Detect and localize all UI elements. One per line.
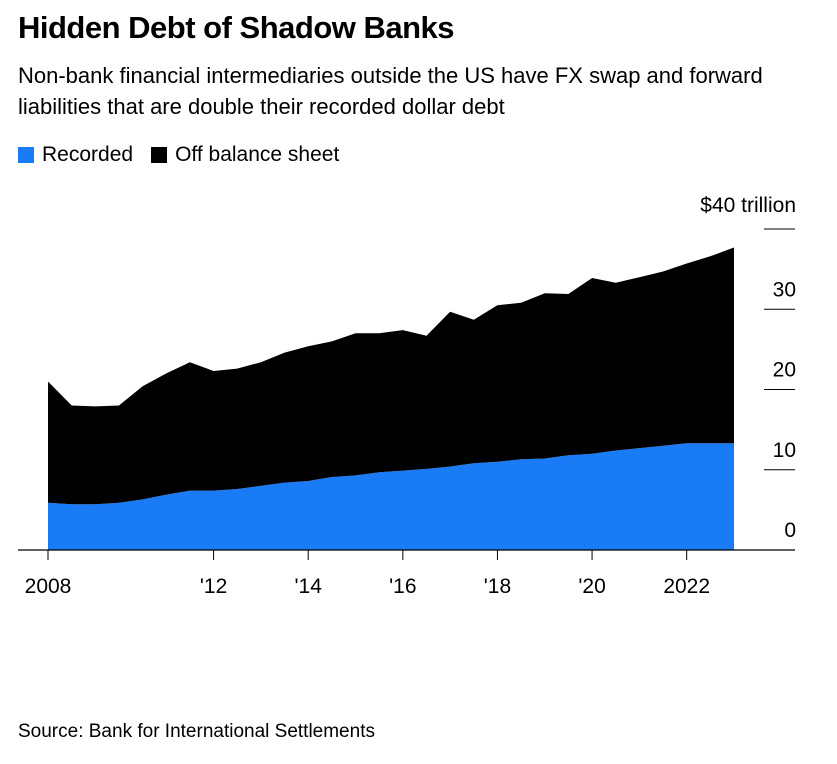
chart-subtitle: Non-bank financial intermediaries outsid… bbox=[18, 63, 763, 119]
y-tick-label: 20 bbox=[773, 359, 796, 382]
y-axis-unit-prefix: $ bbox=[700, 194, 712, 217]
legend-swatch-off-balance-sheet bbox=[151, 147, 168, 163]
legend-label-off-balance-sheet: Off balance sheet bbox=[175, 143, 340, 166]
y-tick-label: 30 bbox=[773, 278, 796, 301]
area-off-balance-sheet bbox=[48, 247, 734, 505]
chart-areas bbox=[48, 247, 734, 550]
x-axis: 2008 '12 '14 '16 '18 '20 2022 bbox=[18, 549, 795, 598]
x-tick-label: '16 bbox=[389, 575, 416, 598]
y-axis-top-label: $40 trillion bbox=[700, 194, 796, 217]
legend-item-recorded: Recorded bbox=[18, 143, 133, 167]
x-tick-label: '14 bbox=[295, 575, 323, 598]
area-recorded bbox=[48, 443, 734, 550]
x-tick-label: '20 bbox=[578, 575, 605, 598]
y-tick-label: 0 bbox=[784, 519, 796, 542]
x-tick-label: '12 bbox=[200, 575, 227, 598]
chart-title: Hidden Debt of Shadow Banks bbox=[18, 10, 455, 45]
x-tick-label: 2008 bbox=[25, 575, 72, 598]
x-tick-label: 2022 bbox=[663, 575, 710, 598]
y-axis-unit-rest: 40 trillion bbox=[712, 194, 796, 217]
legend-swatch-recorded bbox=[18, 147, 34, 163]
y-axis: 0 10 20 30 bbox=[764, 228, 796, 551]
source-note: Source: Bank for International Settlemen… bbox=[18, 721, 375, 742]
y-tick-label: 10 bbox=[773, 439, 796, 462]
x-tick-label: '18 bbox=[484, 575, 511, 598]
legend: Recorded Off balance sheet bbox=[18, 143, 357, 167]
legend-item-off-balance-sheet: Off balance sheet bbox=[151, 143, 339, 167]
legend-label-recorded: Recorded bbox=[42, 143, 134, 166]
